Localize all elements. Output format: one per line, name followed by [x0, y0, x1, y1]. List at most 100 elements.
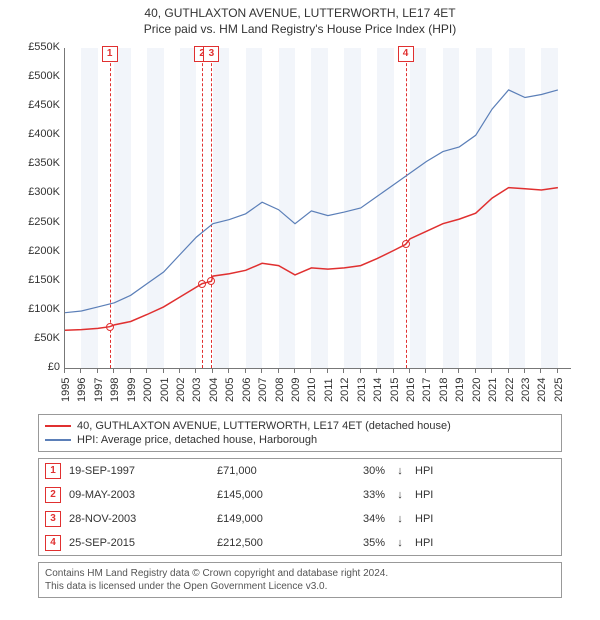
y-axis-label: £0	[20, 361, 60, 373]
y-axis-label: £300K	[20, 186, 60, 198]
down-arrow-icon: ↓	[393, 537, 407, 549]
series-line-blue	[65, 90, 558, 313]
x-axis-label: 2013	[356, 378, 368, 402]
x-axis-label: 1997	[93, 378, 105, 402]
x-tick	[458, 368, 459, 373]
sale-pct: 30%	[335, 465, 385, 477]
x-tick	[80, 368, 81, 373]
x-tick	[261, 368, 262, 373]
x-tick	[557, 368, 558, 373]
x-axis-label: 2001	[159, 378, 171, 402]
x-tick	[409, 368, 410, 373]
x-tick	[540, 368, 541, 373]
x-tick	[130, 368, 131, 373]
sale-vs-label: HPI	[415, 537, 433, 549]
x-axis-label: 1996	[76, 378, 88, 402]
x-tick	[360, 368, 361, 373]
sale-index-box: 3	[45, 511, 61, 527]
x-axis-label: 2012	[339, 378, 351, 402]
x-axis-label: 2014	[372, 378, 384, 402]
sale-price: £149,000	[217, 513, 327, 525]
x-axis-label: 1995	[60, 378, 72, 402]
sale-date: 09-MAY-2003	[69, 489, 209, 501]
x-axis-label: 2000	[142, 378, 154, 402]
sale-date: 19-SEP-1997	[69, 465, 209, 477]
series-line-red	[65, 188, 558, 331]
x-axis-label: 2010	[306, 378, 318, 402]
x-tick	[278, 368, 279, 373]
x-tick	[245, 368, 246, 373]
x-axis-label: 2022	[504, 378, 516, 402]
x-tick	[195, 368, 196, 373]
sale-index-box: 2	[45, 487, 61, 503]
y-axis-label: £200K	[20, 245, 60, 257]
sale-row: 3 28-NOV-2003 £149,000 34% ↓ HPI	[39, 507, 561, 531]
x-axis-label: 2004	[208, 378, 220, 402]
x-tick	[376, 368, 377, 373]
y-axis-label: £250K	[20, 216, 60, 228]
x-axis-label: 2011	[323, 378, 335, 402]
x-axis-label: 2023	[520, 378, 532, 402]
x-tick	[113, 368, 114, 373]
x-tick	[491, 368, 492, 373]
sale-price: £71,000	[217, 465, 327, 477]
sale-index-box: 1	[45, 463, 61, 479]
x-axis-label: 2021	[487, 378, 499, 402]
y-axis-label: £400K	[20, 128, 60, 140]
down-arrow-icon: ↓	[393, 465, 407, 477]
legend-label: 40, GUTHLAXTON AVENUE, LUTTERWORTH, LE17…	[77, 420, 451, 432]
sale-pct: 34%	[335, 513, 385, 525]
chart-area: 1234 £0£50K£100K£150K£200K£250K£300K£350…	[20, 42, 580, 412]
x-tick	[294, 368, 295, 373]
sale-date: 25-SEP-2015	[69, 537, 209, 549]
y-axis-label: £100K	[20, 303, 60, 315]
sale-date: 28-NOV-2003	[69, 513, 209, 525]
sale-index-box: 4	[45, 535, 61, 551]
y-axis-label: £150K	[20, 274, 60, 286]
sales-table: 1 19-SEP-1997 £71,000 30% ↓ HPI 2 09-MAY-2003 £1…	[38, 458, 562, 556]
title-address: 40, GUTHLAXTON AVENUE, LUTTERWORTH, LE17…	[0, 6, 600, 20]
x-tick	[228, 368, 229, 373]
x-axis-label: 2018	[438, 378, 450, 402]
x-tick	[327, 368, 328, 373]
sale-row: 2 09-MAY-2003 £145,000 33% ↓ HPI	[39, 483, 561, 507]
x-axis-label: 2017	[421, 378, 433, 402]
x-axis-label: 2002	[175, 378, 187, 402]
x-tick	[524, 368, 525, 373]
y-axis-label: £350K	[20, 157, 60, 169]
legend-row: 40, GUTHLAXTON AVENUE, LUTTERWORTH, LE17…	[45, 419, 555, 433]
sale-price: £145,000	[217, 489, 327, 501]
plot-region: 1234	[64, 48, 571, 369]
legend-label: HPI: Average price, detached house, Harb…	[77, 434, 317, 446]
sale-vs-label: HPI	[415, 489, 433, 501]
x-tick	[212, 368, 213, 373]
legend-row: HPI: Average price, detached house, Harb…	[45, 433, 555, 447]
y-axis-label: £500K	[20, 70, 60, 82]
x-axis-label: 2024	[536, 378, 548, 402]
x-tick	[179, 368, 180, 373]
x-axis-label: 2025	[553, 378, 565, 402]
sale-vs-label: HPI	[415, 513, 433, 525]
x-axis-label: 2008	[274, 378, 286, 402]
sale-price: £212,500	[217, 537, 327, 549]
down-arrow-icon: ↓	[393, 513, 407, 525]
down-arrow-icon: ↓	[393, 489, 407, 501]
chart-titles: 40, GUTHLAXTON AVENUE, LUTTERWORTH, LE17…	[0, 0, 600, 36]
footer-line-1: Contains HM Land Registry data © Crown c…	[45, 567, 555, 580]
x-tick	[442, 368, 443, 373]
x-tick	[425, 368, 426, 373]
x-axis-label: 2005	[224, 378, 236, 402]
footer-line-2: This data is licensed under the Open Gov…	[45, 580, 555, 593]
x-tick	[64, 368, 65, 373]
x-tick	[163, 368, 164, 373]
sale-pct: 33%	[335, 489, 385, 501]
x-tick	[146, 368, 147, 373]
sale-vs-label: HPI	[415, 465, 433, 477]
x-axis-label: 2006	[241, 378, 253, 402]
sale-row: 1 19-SEP-1997 £71,000 30% ↓ HPI	[39, 459, 561, 483]
legend-swatch	[45, 439, 71, 441]
x-axis-label: 2007	[257, 378, 269, 402]
attribution-footer: Contains HM Land Registry data © Crown c…	[38, 562, 562, 598]
y-axis-label: £550K	[20, 41, 60, 53]
sale-row: 425-SEP-2015£212,50035%↓HPI	[39, 531, 561, 555]
